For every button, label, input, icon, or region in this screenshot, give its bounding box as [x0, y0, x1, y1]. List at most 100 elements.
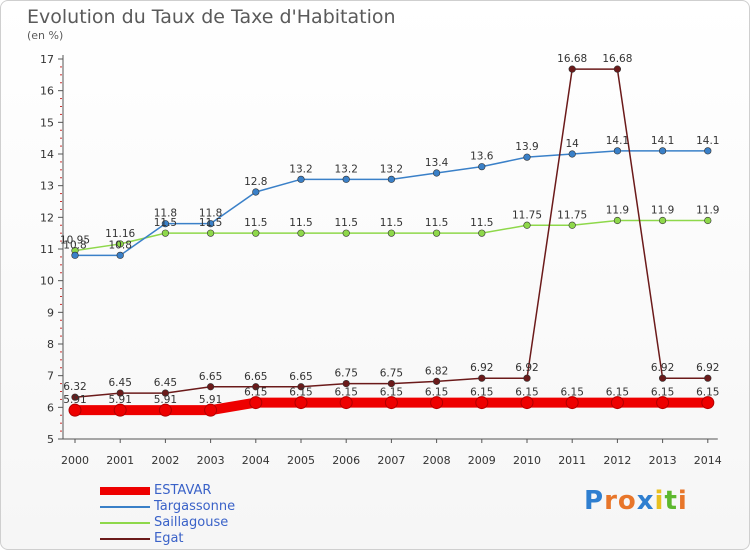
- data-label: 12.8: [244, 176, 267, 188]
- data-label: 11.9: [696, 205, 719, 217]
- data-label: 11.16: [105, 228, 135, 240]
- data-point: [339, 396, 353, 410]
- data-label: 6.15: [380, 387, 403, 399]
- data-label: 5.91: [63, 394, 86, 406]
- data-point: [387, 175, 396, 183]
- series-lines: [68, 65, 715, 417]
- data-labels: 5.91 5.91 5.91 5.91 6.15 6.15 6.15 6.15 6.15 6.15…: [60, 53, 720, 406]
- data-label: 6.92: [696, 362, 719, 374]
- x-tick-label: 2014: [694, 454, 722, 467]
- data-label: 13.4: [425, 157, 449, 169]
- data-point: [658, 374, 667, 382]
- data-label: 10.95: [60, 235, 90, 247]
- chart-unit: (en %): [27, 29, 64, 42]
- data-point: [342, 175, 350, 183]
- data-label: 11.75: [557, 209, 587, 221]
- y-tick-label: 12: [40, 211, 54, 224]
- data-label: 11.9: [606, 205, 629, 217]
- legend-swatch: [100, 522, 150, 524]
- x-tick-label: 2000: [61, 454, 89, 467]
- data-label: 13.2: [335, 163, 358, 175]
- data-point: [71, 393, 79, 401]
- data-label: 11.5: [425, 217, 448, 229]
- data-label: 6.65: [244, 371, 267, 383]
- data-label: 5.91: [109, 394, 132, 406]
- data-point: [207, 383, 215, 391]
- y-tick-label: 15: [40, 116, 54, 129]
- x-tick-label: 2011: [558, 454, 586, 467]
- data-point: [613, 216, 622, 225]
- y-tick-label: 10: [40, 275, 54, 288]
- data-label: 6.15: [696, 387, 719, 399]
- data-point: [161, 229, 169, 237]
- data-point: [161, 220, 169, 228]
- data-label: 6.15: [425, 387, 448, 399]
- data-point: [568, 65, 576, 73]
- data-label: 11.5: [289, 217, 312, 229]
- data-point: [207, 229, 215, 237]
- legend-label: Targassonne: [154, 499, 236, 514]
- data-point: [701, 396, 715, 410]
- data-point: [433, 229, 441, 237]
- x-tick-label: 2012: [603, 454, 631, 467]
- x-tick-label: 2003: [197, 454, 225, 467]
- data-point: [116, 240, 124, 248]
- data-point: [71, 251, 79, 259]
- data-label: 13.6: [470, 151, 494, 163]
- data-point: [658, 216, 667, 225]
- data-label: 6.82: [425, 365, 448, 377]
- legend-swatch: [100, 487, 150, 495]
- data-point: [704, 374, 712, 382]
- y-tick-label: 16: [40, 85, 54, 98]
- data-point: [252, 229, 260, 237]
- x-tick-label: 2013: [649, 454, 677, 467]
- data-label: 11.5: [154, 217, 177, 229]
- data-point: [475, 396, 489, 410]
- data-point: [704, 216, 712, 225]
- data-point: [568, 150, 576, 158]
- axes: 5 6 7 8 9 10 11 12 13 14 15 16 17 2000 2001 2002 2003 200…: [40, 53, 722, 467]
- data-label: 11.5: [470, 217, 493, 229]
- data-label: 16.68: [602, 53, 632, 65]
- data-point: [161, 389, 169, 397]
- data-label: 6.15: [335, 387, 358, 399]
- y-tick-label: 7: [47, 370, 54, 383]
- data-point: [613, 65, 622, 73]
- data-point: [433, 169, 441, 177]
- data-point: [204, 403, 218, 417]
- data-point: [297, 229, 305, 237]
- data-point: [297, 175, 305, 183]
- data-point: [568, 221, 576, 229]
- data-point: [523, 153, 531, 161]
- data-label: 14.1: [606, 135, 629, 147]
- data-label: 6.92: [651, 362, 674, 374]
- x-tick-label: 2009: [468, 454, 496, 467]
- data-label: 13.2: [380, 163, 403, 175]
- data-label: 6.15: [651, 387, 674, 399]
- data-label: 6.15: [289, 387, 312, 399]
- data-point: [252, 383, 260, 391]
- data-label: 6.92: [470, 362, 493, 374]
- x-tick-label: 2006: [332, 454, 360, 467]
- data-point: [387, 229, 396, 237]
- data-label: 11.75: [512, 209, 542, 221]
- data-label: 5.91: [199, 394, 222, 406]
- data-point: [565, 396, 579, 410]
- data-label: 16.68: [557, 53, 587, 65]
- data-point: [523, 374, 531, 382]
- data-point: [658, 147, 667, 155]
- data-label: 11.5: [199, 217, 222, 229]
- data-label: 10.8: [109, 239, 132, 251]
- data-point: [520, 396, 534, 410]
- y-tick-label: 6: [47, 401, 54, 414]
- data-label: 6.15: [561, 387, 584, 399]
- data-point: [252, 188, 260, 196]
- legend-swatch: [100, 538, 150, 540]
- data-label: 6.75: [335, 368, 358, 380]
- y-tick-label: 17: [40, 53, 54, 66]
- data-label: 11.5: [335, 217, 358, 229]
- y-tick-label: 8: [47, 338, 54, 351]
- data-label: 6.45: [154, 377, 177, 389]
- x-tick-label: 2007: [377, 454, 405, 467]
